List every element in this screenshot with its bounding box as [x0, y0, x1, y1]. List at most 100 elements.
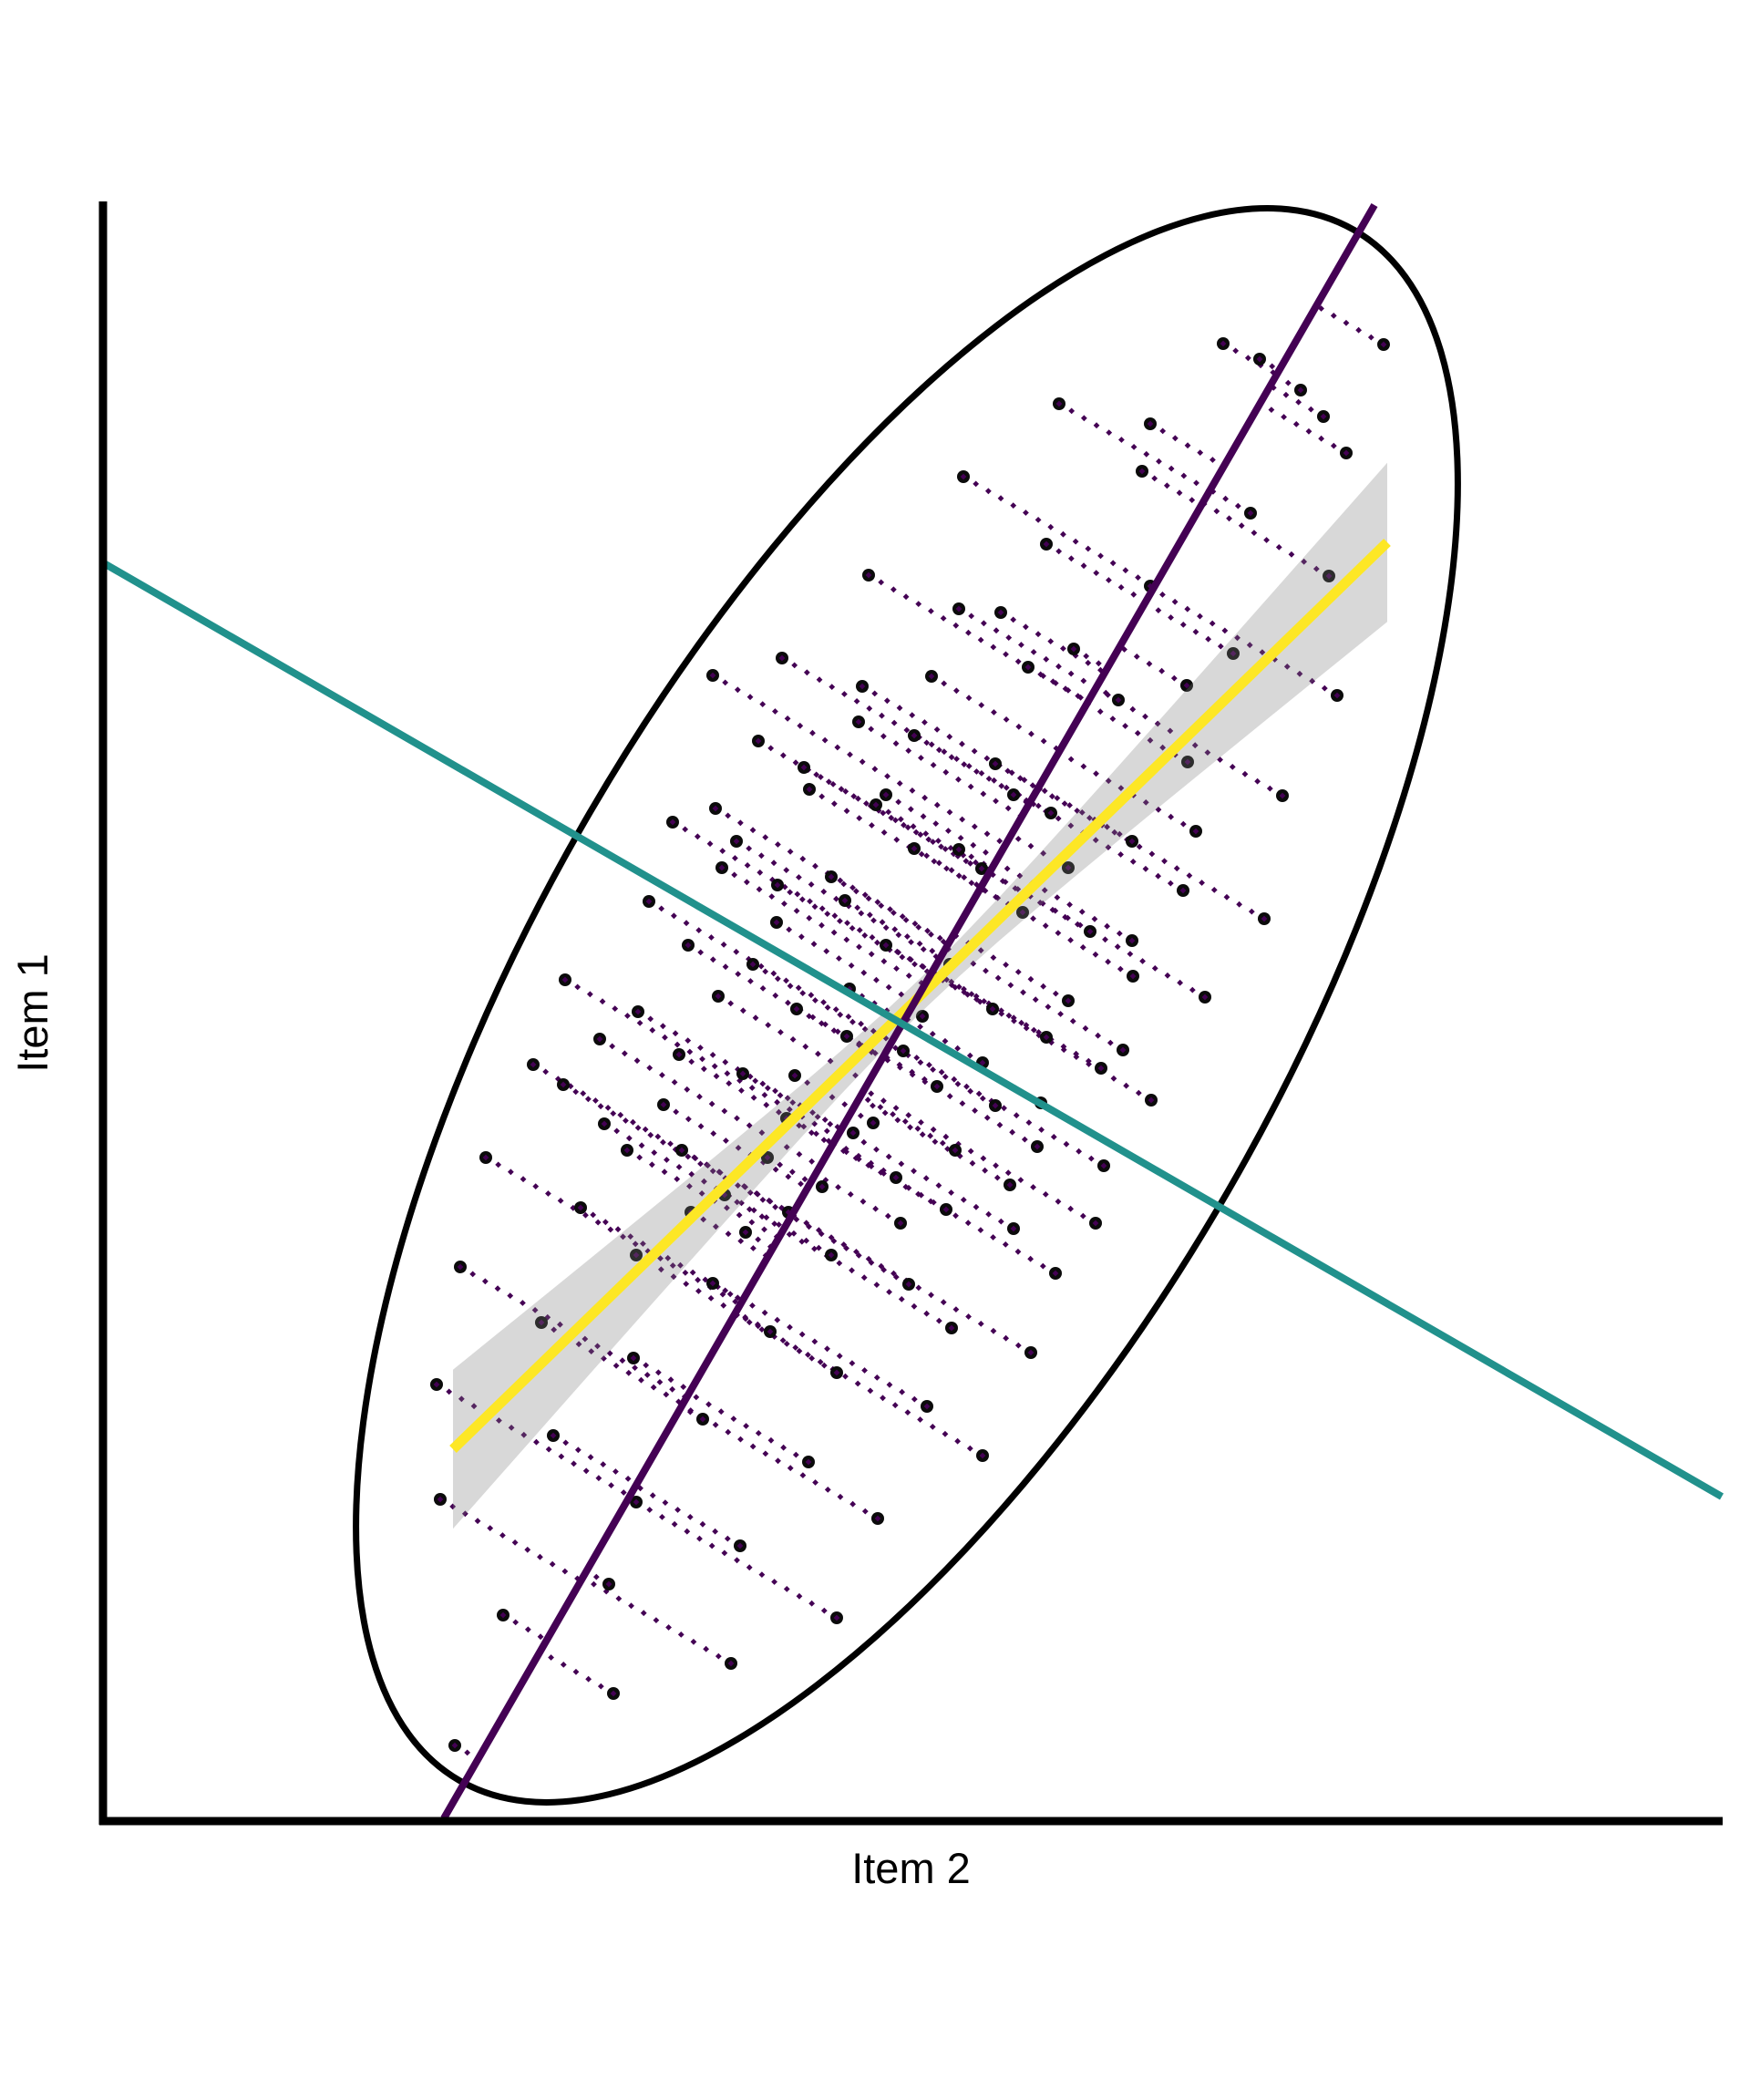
- trail-dot: [675, 1164, 683, 1170]
- trail-dot: [993, 627, 1000, 634]
- trail-dot: [1122, 723, 1128, 729]
- trail-dot: [917, 1416, 923, 1423]
- trail-dot: [1003, 716, 1010, 723]
- trail-dot: [1027, 1255, 1035, 1262]
- trail-dot: [969, 1159, 976, 1167]
- trail-dot: [997, 495, 1004, 502]
- trail-dot: [820, 888, 828, 895]
- data-points-layer: [430, 337, 1390, 1752]
- trail-dot: [1086, 1061, 1092, 1067]
- trail-dot: [1159, 744, 1167, 751]
- trail-dot: [931, 858, 938, 865]
- trail-dot: [719, 848, 726, 854]
- trail-dot: [1040, 737, 1047, 745]
- trail-dot: [759, 985, 767, 992]
- trail-dot: [770, 860, 777, 867]
- trail-dot: [1109, 715, 1117, 722]
- trail-dot: [1295, 398, 1302, 406]
- trail-dot: [686, 1514, 694, 1520]
- trail-dot: [695, 1276, 702, 1283]
- trail-dot: [734, 686, 741, 694]
- point-center-dot: [1024, 664, 1032, 671]
- trail-dot: [788, 1168, 796, 1176]
- trail-dot: [665, 1624, 672, 1631]
- trail-dot: [449, 1503, 457, 1510]
- trail-dot: [1086, 815, 1093, 821]
- trail-dot: [968, 991, 975, 997]
- trail-dot: [820, 999, 827, 1005]
- trail-dot: [1052, 990, 1059, 997]
- trail-dot: [1226, 515, 1232, 522]
- point-center-dot: [1333, 692, 1341, 699]
- fit-lines-layer: [102, 203, 1724, 1820]
- trail-dot: [1123, 1082, 1130, 1089]
- trail-dot: [787, 1323, 793, 1331]
- trail-dot: [770, 970, 777, 977]
- trail-dot: [1072, 538, 1079, 545]
- trail-dot: [836, 955, 842, 962]
- trail-dot: [481, 1278, 489, 1285]
- point-center-dot: [1006, 1181, 1014, 1189]
- trail-dot: [1014, 1248, 1022, 1255]
- trail-dot: [749, 1302, 756, 1309]
- trail-dot: [959, 816, 966, 823]
- trail-dot: [1014, 1342, 1022, 1349]
- trail-dot: [1246, 642, 1253, 649]
- trail-dot: [1060, 645, 1066, 652]
- trail-dot: [984, 488, 992, 495]
- trail-dot: [1321, 685, 1328, 692]
- trail-dot: [1184, 442, 1191, 449]
- trail-dot: [1055, 1198, 1062, 1205]
- trail-dot: [882, 924, 890, 932]
- trail-dot: [750, 1095, 757, 1101]
- trail-dot: [870, 917, 877, 924]
- trail-dot: [810, 941, 818, 948]
- point-center-dot: [1115, 696, 1122, 704]
- trail-dot: [837, 1493, 844, 1500]
- trail-dot: [872, 1205, 880, 1212]
- trail-dot: [571, 1460, 577, 1467]
- trail-dot: [1234, 502, 1241, 510]
- trail-dot: [1092, 951, 1099, 958]
- trail-dot: [1193, 479, 1199, 487]
- trail-dot: [1038, 1127, 1045, 1133]
- trail-dot: [592, 1573, 600, 1580]
- trail-dot: [928, 608, 934, 614]
- trail-dot: [696, 1093, 703, 1100]
- trail-dot: [885, 808, 892, 816]
- trail-dot: [941, 680, 948, 687]
- trail-dot: [919, 1131, 926, 1138]
- trail-dot: [983, 830, 991, 838]
- trail-dot: [1135, 1089, 1142, 1096]
- trail-dot: [896, 705, 903, 712]
- trail-dot: [771, 1579, 777, 1585]
- trail-dot: [880, 1395, 886, 1402]
- trail-dot: [965, 629, 972, 636]
- trail-dot: [746, 694, 754, 701]
- trail-dot: [683, 1281, 690, 1287]
- trail-dot: [951, 1076, 958, 1083]
- trail-dot: [1027, 975, 1035, 983]
- trail-dot: [725, 1230, 732, 1238]
- trail-dot: [662, 1499, 669, 1506]
- trail-dot: [1042, 1191, 1049, 1198]
- trail-dot: [537, 1553, 543, 1560]
- trail-dot: [630, 1118, 636, 1126]
- trail-dot: [939, 1139, 946, 1147]
- trail-dot: [1307, 406, 1314, 413]
- trail-dot: [604, 1105, 612, 1111]
- trail-dot: [948, 754, 955, 761]
- trail-dot: [669, 1385, 676, 1393]
- point-center-dot: [1070, 645, 1077, 653]
- trail-dot: [787, 1465, 794, 1472]
- trail-dot: [967, 1148, 974, 1155]
- trail-dot: [899, 953, 906, 961]
- trail-dot: [697, 949, 705, 956]
- trail-dot: [868, 1090, 875, 1097]
- trail-dot: [842, 1373, 849, 1380]
- trail-dot: [880, 733, 887, 740]
- trail-dot: [746, 1564, 753, 1571]
- trail-dot: [674, 1507, 681, 1513]
- trail-dot: [708, 1100, 715, 1107]
